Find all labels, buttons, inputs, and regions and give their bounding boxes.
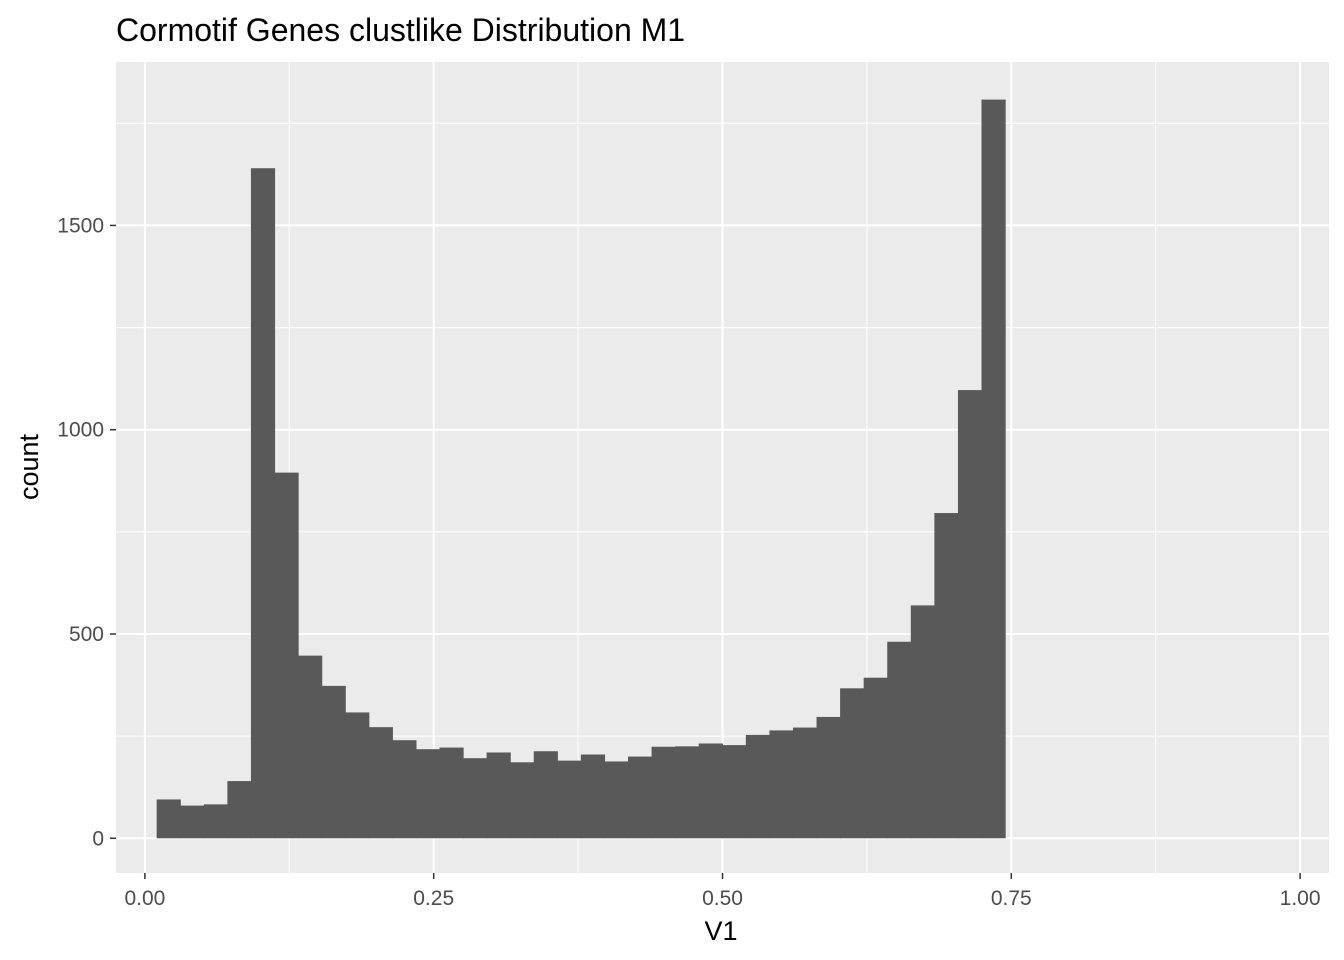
y-axis-ticks: 0 500 1000 1500 — [57, 214, 116, 850]
chart-title: Cormotif Genes clustlike Distribution M1 — [116, 12, 685, 48]
histogram-bar — [675, 746, 700, 839]
histogram-bar — [722, 745, 747, 839]
histogram-bar — [533, 751, 558, 839]
histogram-bar — [274, 472, 299, 839]
y-tick-label: 1500 — [57, 214, 104, 237]
histogram-bar — [698, 743, 723, 839]
histogram-bar — [227, 781, 252, 839]
histogram-bar — [580, 754, 606, 839]
x-tick-label: 1.00 — [1280, 887, 1321, 910]
histogram-bars — [156, 99, 1006, 839]
histogram-bar — [934, 513, 959, 839]
histogram-bar — [298, 655, 323, 839]
x-tick-label: 0.50 — [702, 887, 743, 910]
histogram-bar — [392, 740, 417, 839]
x-tick-label: 0.00 — [124, 887, 165, 910]
y-axis-label: count — [14, 433, 44, 500]
histogram-bar — [816, 716, 841, 839]
histogram-bar — [651, 746, 676, 839]
y-tick-label: 0 — [92, 827, 104, 850]
histogram-bar — [604, 761, 629, 839]
histogram-bar — [250, 168, 276, 839]
histogram-bar — [415, 749, 441, 839]
histogram-bar — [180, 805, 205, 839]
histogram-bar — [792, 727, 818, 839]
x-tick-label: 0.75 — [991, 887, 1032, 910]
histogram-bar — [321, 685, 346, 839]
histogram-bar — [463, 758, 488, 839]
x-axis-label: V1 — [704, 916, 737, 946]
histogram-bar — [510, 762, 535, 839]
histogram-bar — [957, 390, 983, 839]
histogram-bar — [863, 677, 888, 839]
histogram-bar — [557, 760, 582, 839]
histogram-bar — [345, 712, 370, 839]
histogram-bar — [486, 752, 511, 839]
x-axis-ticks: 0.00 0.25 0.50 0.75 1.00 — [124, 873, 1321, 910]
y-tick-label: 500 — [69, 623, 104, 646]
histogram-bar — [203, 804, 228, 839]
histogram-bar — [981, 99, 1006, 839]
histogram-bar — [628, 756, 653, 839]
histogram-bar — [910, 605, 935, 839]
x-tick-label: 0.25 — [413, 887, 454, 910]
histogram-bar — [840, 688, 865, 839]
y-tick-label: 1000 — [57, 419, 104, 442]
histogram-bar — [887, 641, 912, 839]
histogram-bar — [156, 799, 181, 839]
histogram-bar — [439, 747, 464, 839]
histogram-bar — [368, 727, 393, 839]
histogram-bar — [769, 730, 794, 839]
histogram-bar — [745, 734, 771, 839]
